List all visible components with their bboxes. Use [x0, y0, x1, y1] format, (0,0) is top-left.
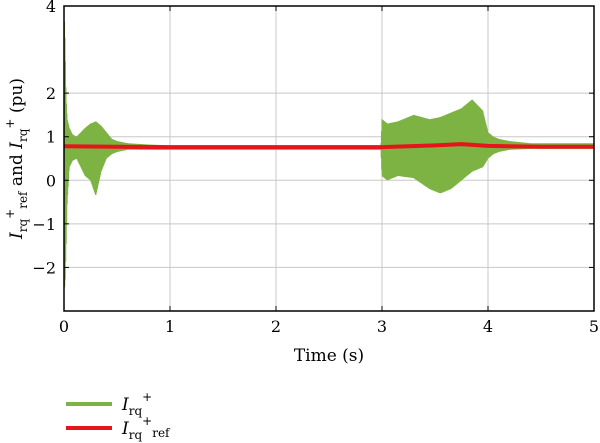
x-tick-label: 3	[377, 317, 387, 336]
ylabel-unit: (pu)	[7, 78, 27, 119]
y-tick-label: −1	[32, 215, 56, 234]
legend-ref-sub: rq	[129, 428, 143, 442]
series-irq-ref-line	[64, 142, 594, 150]
legend-irq-base: I	[121, 395, 129, 415]
y-tick-label: 4	[46, 0, 56, 16]
ylabel-sup1: +	[3, 209, 17, 219]
legend-irq-sup: +	[142, 390, 152, 404]
x-tick-label: 1	[165, 317, 175, 336]
ylabel-sub2: rq	[16, 128, 30, 142]
y-tick-label: 2	[46, 84, 56, 103]
x-tick-label: 5	[589, 317, 599, 336]
legend-ref-sub2: ref	[152, 426, 171, 440]
ylabel-sub1: rq	[16, 219, 30, 233]
ylabel-and: and	[7, 149, 27, 192]
tick-marks	[63, 5, 595, 311]
x-axis-label: Time (s)	[294, 346, 364, 366]
plot-area	[64, 6, 594, 289]
legend-irq-sub: rq	[129, 404, 143, 418]
legend-label-irq: Irq+	[121, 390, 152, 418]
legend-ref-base: I	[121, 419, 129, 439]
grid-lines	[64, 6, 594, 311]
ylabel-sub1b: ref	[16, 190, 30, 209]
x-tick-label: 0	[59, 317, 69, 336]
y-axis-label: Irq+ref and Irq+ (pu)	[3, 78, 30, 240]
legend: Irq+ Irq+ref	[66, 390, 171, 442]
tick-labels: 0 1 2 3 4 5 −2 −1 0 1 2 4	[32, 0, 599, 336]
legend-label-irq-ref: Irq+ref	[121, 414, 171, 442]
y-tick-label: 1	[46, 128, 56, 147]
legend-ref-sup: +	[142, 414, 152, 428]
ylabel-i1: I	[7, 232, 27, 240]
axes-frame	[63, 5, 595, 312]
y-tick-label: −2	[32, 258, 56, 277]
x-tick-label: 4	[483, 317, 493, 336]
ylabel-sup2: +	[3, 119, 17, 129]
ylabel-i2: I	[7, 142, 27, 150]
x-tick-label: 2	[271, 317, 281, 336]
y-tick-label: 0	[46, 171, 56, 190]
